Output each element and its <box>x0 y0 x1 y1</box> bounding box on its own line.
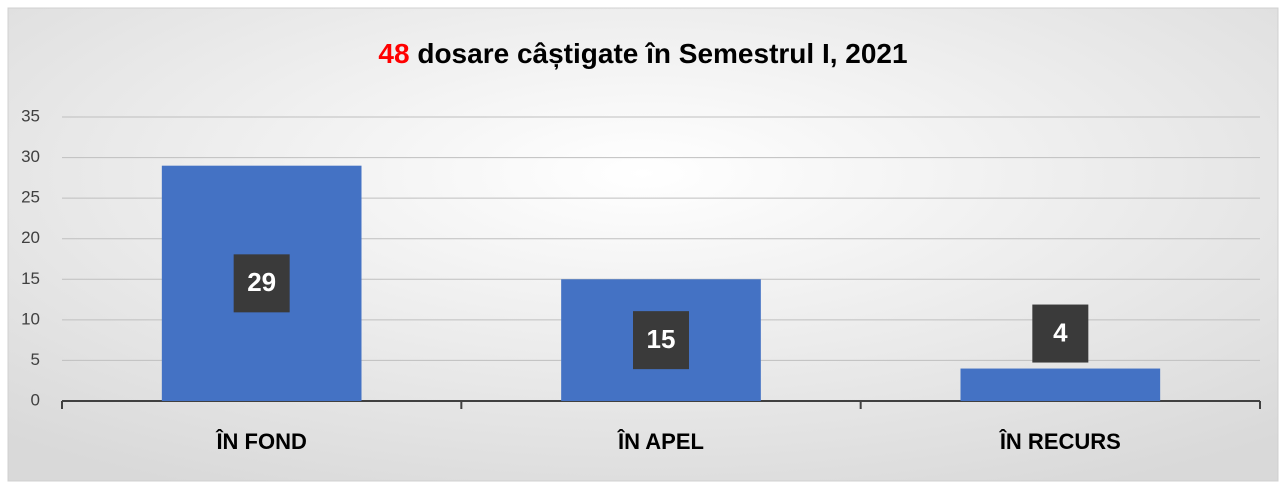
title-highlight: 48 <box>378 38 409 69</box>
y-tick-label: 10 <box>21 309 40 328</box>
x-tick-label: ÎN FOND <box>215 429 306 454</box>
y-tick-label: 5 <box>31 350 40 369</box>
y-tick-label: 25 <box>21 188 40 207</box>
data-label-box <box>233 254 290 313</box>
y-tick-label: 35 <box>21 106 40 125</box>
y-tick-label: 20 <box>21 228 40 247</box>
y-tick-label: 30 <box>21 147 40 166</box>
y-tick-label: 15 <box>21 269 40 288</box>
data-label: 4 <box>1053 317 1068 347</box>
data-label-box <box>633 311 689 370</box>
data-label: 29 <box>247 267 276 297</box>
chart-title: 48 dosare câștigate în Semestrul I, 2021 <box>378 38 907 69</box>
data-label: 15 <box>647 324 676 354</box>
data-label-box <box>1032 304 1089 363</box>
y-tick-label: 0 <box>31 390 40 409</box>
bar <box>960 368 1161 401</box>
title-text: dosare câștigate în Semestrul I, 2021 <box>417 38 907 69</box>
x-tick-label: ÎN APEL <box>617 429 704 454</box>
x-tick-label: ÎN RECURS <box>999 429 1121 454</box>
